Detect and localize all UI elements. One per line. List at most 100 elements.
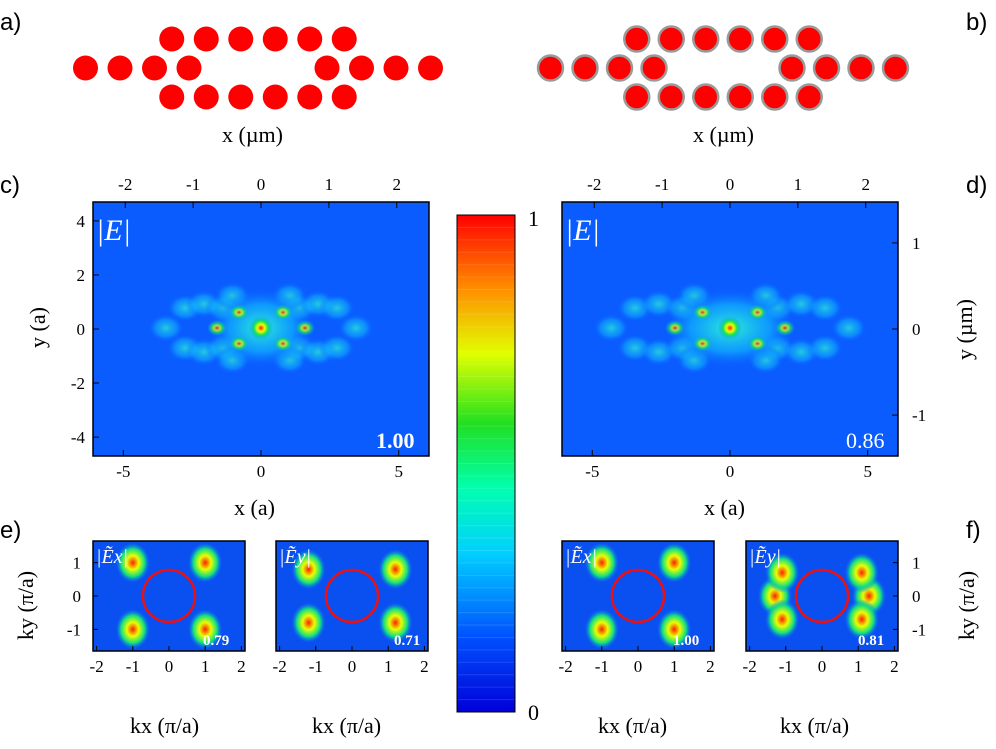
tick-label: 0 — [77, 320, 86, 339]
k-lobe — [844, 599, 879, 640]
field-spot — [273, 304, 293, 321]
lattice-hole — [349, 55, 374, 81]
tick-label: 1 — [670, 657, 679, 676]
field-glow — [807, 294, 843, 322]
map-d-value: 0.86 — [846, 428, 885, 453]
field-spot — [207, 320, 227, 336]
tick-label: 0 — [726, 175, 735, 194]
tick-label: 2 — [706, 657, 715, 676]
tick-label: 4 — [77, 212, 86, 231]
map-c-title: |E| — [96, 214, 131, 247]
lattice-a — [73, 26, 443, 110]
map-d-axes: -5 0 5 -2 -1 0 1 2 1 0 -1 — [585, 175, 926, 481]
map-d-ylabel: y (µm) — [952, 299, 977, 360]
tick-label: -2 — [743, 657, 757, 676]
field-map-c: |E| 1.00 — [92, 201, 430, 457]
lattice-hole — [640, 54, 668, 82]
field-glow — [593, 314, 630, 342]
field-spot — [692, 304, 713, 321]
f-ey-xlabel: kx (π/a) — [780, 713, 849, 738]
lattice-hole — [692, 83, 720, 111]
k-lobe — [378, 549, 413, 590]
lattice-b-xlabel: x (µm) — [693, 122, 754, 147]
tick-label: -4 — [71, 428, 86, 447]
tick-label: 1 — [73, 554, 82, 573]
map-d-xlabel: x (a) — [704, 495, 745, 520]
field-spot — [747, 335, 768, 352]
e-ey-xlabel: kx (π/a) — [312, 713, 381, 738]
tick-label: -1 — [126, 657, 140, 676]
f-ey-title: |Ẽy| — [749, 544, 781, 568]
tick-label: 1 — [794, 175, 803, 194]
light-cone-circle — [324, 568, 380, 624]
lattice-b — [536, 25, 910, 111]
field-glow — [338, 314, 374, 342]
map-d-title: |E| — [565, 214, 600, 247]
e-ex-title: |Ẽx| — [96, 544, 128, 568]
tick-label: -1 — [309, 657, 323, 676]
map-c-ylabel: y (a) — [25, 307, 50, 348]
lattice-hole — [176, 55, 202, 81]
tick-label: -2 — [118, 175, 132, 194]
f-ex-xlabel: kx (π/a) — [598, 713, 667, 738]
field-glow — [830, 314, 867, 342]
lattice-hole — [623, 83, 651, 111]
colorbar-min-label: 0 — [528, 700, 539, 725]
k-space-panels: -2 -1 0 1 2 1 0 -1 -2 -1 0 1 2 -2 -1 0 1 2 -2 -1 0 1 2 1 0 -1 — [67, 540, 926, 676]
tick-label: -1 — [779, 657, 793, 676]
tick-label: -2 — [273, 657, 287, 676]
panel-label-f: f) — [966, 517, 981, 544]
lattice-hole — [571, 54, 599, 82]
k-lobe — [188, 542, 223, 583]
lattice-hole — [159, 84, 185, 110]
map-c-value: 1.00 — [376, 428, 415, 453]
field-peak — [249, 316, 273, 340]
tick-label: -1 — [912, 620, 926, 639]
f-ey-value: 0.81 — [858, 633, 884, 649]
lattice-hole — [812, 54, 841, 82]
field-spot — [229, 304, 249, 321]
lattice-hole — [881, 54, 910, 82]
tick-label: 5 — [863, 462, 872, 481]
panel-label-b: b) — [966, 9, 987, 36]
lattice-hole — [847, 54, 875, 82]
lattice-hole — [142, 55, 167, 81]
lattice-hole — [795, 25, 823, 53]
lattice-hole — [536, 54, 565, 82]
lattice-hole — [726, 25, 754, 53]
lattice-hole — [314, 55, 340, 81]
e-ylabel: ky (π/a) — [13, 571, 38, 640]
k-lobe — [291, 602, 326, 643]
lattice-hole — [692, 25, 720, 53]
light-cone-circle — [141, 568, 197, 624]
lattice-hole — [778, 54, 806, 82]
field-glow — [319, 334, 355, 362]
tick-label: -2 — [559, 657, 573, 676]
tick-label: -1 — [595, 657, 609, 676]
lattice-hole — [159, 26, 185, 52]
tick-label: -5 — [585, 462, 599, 481]
lattice-hole — [726, 83, 754, 111]
lattice-hole — [262, 84, 288, 110]
k-lobe — [188, 609, 223, 650]
tick-label: -2 — [90, 657, 104, 676]
field-spot — [229, 335, 249, 352]
k-lobe — [765, 599, 800, 640]
lattice-hole — [383, 55, 409, 81]
field-glow — [807, 334, 843, 362]
lattice-hole — [761, 83, 789, 111]
lattice-hole — [657, 25, 685, 53]
tick-label: -2 — [587, 175, 601, 194]
tick-label: 2 — [237, 657, 246, 676]
tick-label: 2 — [420, 657, 429, 676]
field-spot — [273, 335, 293, 352]
tick-label: 1 — [854, 657, 863, 676]
field-peak — [718, 316, 742, 340]
panel-label-c: c) — [0, 172, 20, 199]
field-glow — [319, 294, 355, 322]
k-lobe — [584, 609, 619, 650]
tick-label: 0 — [634, 657, 643, 676]
lattice-hole — [228, 84, 254, 110]
tick-label: 1 — [201, 657, 210, 676]
map-c-xlabel: x (a) — [234, 495, 275, 520]
